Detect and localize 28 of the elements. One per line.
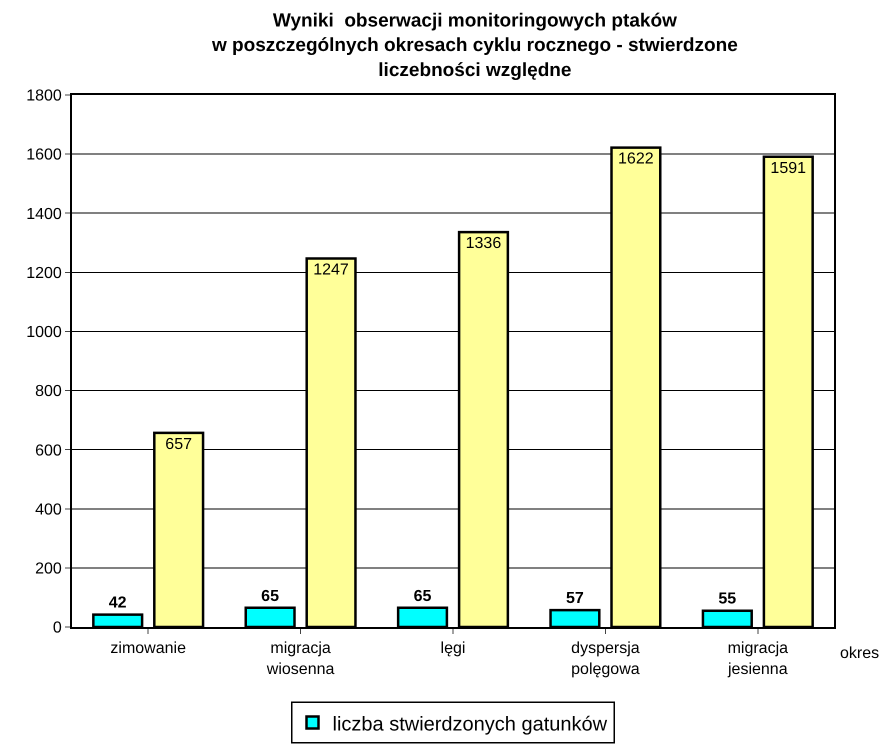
data-label: 1247 bbox=[313, 261, 349, 278]
data-label: 42 bbox=[108, 594, 127, 612]
y-tick-label: 1000 bbox=[26, 324, 62, 342]
x-axis-title: okres bbox=[840, 645, 880, 662]
x-tick-label: lęgi bbox=[440, 640, 466, 658]
y-tick-label: 600 bbox=[35, 442, 62, 460]
y-tick-label: 1400 bbox=[26, 206, 62, 223]
y-tick-label: 1800 bbox=[26, 88, 62, 105]
y-tick-label: 400 bbox=[35, 501, 62, 518]
y-tick-label: 0 bbox=[52, 620, 62, 637]
legend-label: liczba stwierdzonych gatunków bbox=[332, 713, 608, 736]
data-label: 65 bbox=[414, 588, 432, 605]
x-tick-label: dyspersja polęgowa bbox=[571, 640, 640, 678]
data-label: 55 bbox=[718, 590, 736, 608]
data-label: 1336 bbox=[466, 235, 502, 252]
chart-title: Wyniki obserwacji monitoringowych ptaków w poszczególnych okresach cyklu rocznego - stwierdzone liczebności względne bbox=[210, 10, 738, 81]
data-label: 657 bbox=[165, 436, 192, 453]
y-tick-label: 800 bbox=[35, 383, 62, 400]
y-tick-label: 1200 bbox=[26, 264, 62, 282]
data-label: 65 bbox=[261, 588, 280, 605]
data-label: 1622 bbox=[618, 150, 654, 168]
y-tick-label: 1600 bbox=[26, 146, 62, 164]
x-tick-label: zimowanie bbox=[110, 640, 186, 658]
x-tick-label: migracja wiosenna bbox=[266, 640, 334, 678]
y-tick-label: 200 bbox=[35, 560, 62, 578]
data-label: 57 bbox=[566, 590, 584, 608]
data-label: 1591 bbox=[770, 160, 806, 177]
x-tick-label: migracja jesienna bbox=[726, 640, 788, 678]
